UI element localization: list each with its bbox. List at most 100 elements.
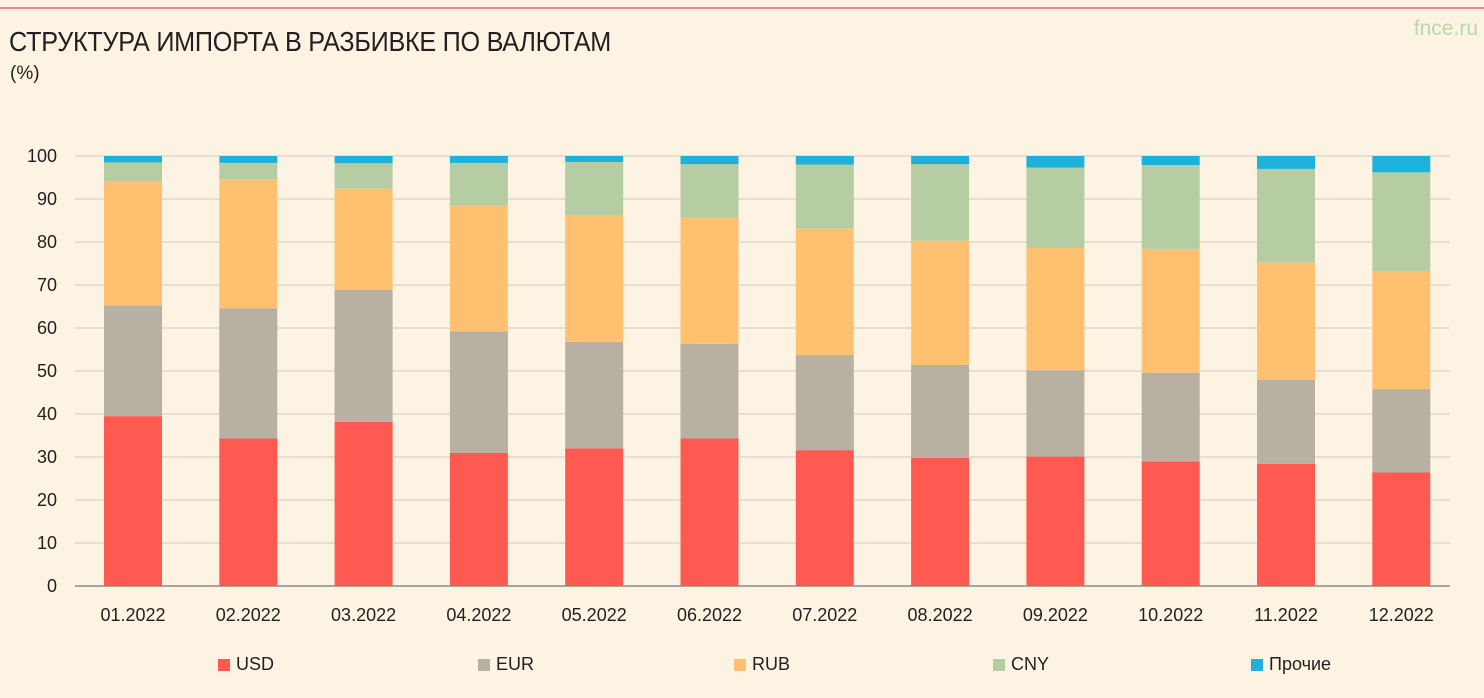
- bar-segment-rub: [1141, 248, 1200, 373]
- x-tick-label: 06.2022: [677, 605, 742, 625]
- bar-segment-rub: [219, 179, 278, 309]
- bar-segment-cny: [1141, 165, 1200, 249]
- legend-item-rub: RUB: [734, 654, 790, 675]
- bar-segment-cny: [219, 162, 278, 180]
- bar-segment-прочие: [1141, 156, 1200, 166]
- bar-segment-usd: [565, 448, 624, 586]
- bar-segment-rub: [795, 228, 854, 356]
- x-tick-label: 02.2022: [216, 605, 281, 625]
- y-tick-label: 100: [27, 146, 57, 166]
- bar-segment-прочие: [1372, 156, 1431, 173]
- bar-segment-eur: [1141, 372, 1200, 462]
- y-tick-label: 40: [37, 404, 57, 424]
- bar-segment-cny: [911, 164, 970, 241]
- bar-segment-usd: [1141, 461, 1200, 586]
- y-tick-label: 50: [37, 361, 57, 381]
- bar-segment-usd: [680, 438, 739, 586]
- legend-label: EUR: [496, 654, 535, 674]
- bar-segment-eur: [911, 364, 970, 458]
- x-tick-label: 10.2022: [1138, 605, 1203, 625]
- x-tick-label: 05.2022: [562, 605, 627, 625]
- chart-legend: USD EUR RUB CNY Прочие: [0, 654, 1484, 684]
- legend-swatch: [993, 658, 1005, 671]
- bar-segment-usd: [1026, 456, 1085, 586]
- bar-segment-прочие: [104, 156, 162, 163]
- bar-segment-rub: [449, 205, 508, 332]
- y-tick-label: 90: [37, 189, 57, 209]
- y-tick-label: 60: [37, 318, 57, 338]
- bar-segment-rub: [680, 217, 739, 344]
- bar-segment-прочие: [219, 156, 278, 163]
- legend-item-eur: EUR: [478, 654, 534, 675]
- legend-label: CNY: [1011, 654, 1050, 674]
- legend-label: Прочие: [1269, 654, 1332, 674]
- y-tick-label: 30: [37, 447, 57, 467]
- bar-segment-прочие: [1257, 156, 1315, 169]
- bar-segment-rub: [334, 188, 393, 290]
- bar-segment-usd: [911, 457, 970, 586]
- bar-segment-прочие: [795, 156, 854, 165]
- bar-segment-прочие: [449, 156, 508, 163]
- y-tick-label: 0: [47, 576, 57, 596]
- bar-segment-rub: [1026, 248, 1085, 371]
- bar-segment-eur: [680, 343, 739, 439]
- bar-segment-usd: [219, 438, 278, 586]
- legend-label: USD: [236, 654, 275, 674]
- x-tick-label: 01.2022: [100, 605, 165, 625]
- top-divider: [0, 7, 1484, 9]
- brand-watermark: fnce.ru: [1413, 17, 1478, 40]
- x-tick-label: 07.2022: [792, 605, 857, 625]
- y-tick-label: 80: [37, 232, 57, 252]
- bar-segment-usd: [334, 421, 393, 586]
- x-tick-label: 03.2022: [331, 605, 396, 625]
- bar-segment-rub: [104, 181, 162, 306]
- bar-segment-cny: [1026, 167, 1085, 249]
- x-tick-label: 09.2022: [1023, 605, 1088, 625]
- legend-item-cny: CNY: [993, 654, 1049, 675]
- bar-segment-usd: [1372, 472, 1431, 586]
- bar-segment-cny: [104, 162, 162, 182]
- bar-segment-cny: [1372, 172, 1431, 272]
- legend-item-прочие: Прочие: [1251, 654, 1331, 675]
- legend-swatch: [478, 658, 490, 671]
- bar-segment-cny: [449, 162, 508, 206]
- y-tick-label: 20: [37, 490, 57, 510]
- bar-segment-eur: [1026, 370, 1085, 457]
- x-tick-label: 11.2022: [1254, 605, 1318, 625]
- bar-segment-cny: [1257, 168, 1315, 263]
- bar-segment-rub: [1257, 262, 1315, 381]
- legend-swatch: [734, 658, 746, 671]
- legend-swatch: [1251, 658, 1263, 671]
- unit-label: (%): [10, 63, 40, 84]
- chart-title: СТРУКТУРА ИМПОРТА В РАЗБИВКЕ ПО ВАЛЮТАМ: [9, 26, 611, 57]
- bar-segment-eur: [219, 308, 278, 439]
- bar-segment-прочие: [565, 156, 624, 163]
- x-tick-label: 12.2022: [1369, 605, 1434, 625]
- bar-segment-eur: [334, 289, 393, 422]
- x-tick-label: 04.2022: [446, 605, 511, 625]
- bar-segment-cny: [565, 162, 624, 216]
- bar-segment-eur: [1372, 389, 1431, 473]
- legend-item-usd: USD: [218, 654, 274, 675]
- bar-segment-прочие: [334, 156, 393, 164]
- bar-segment-eur: [1257, 380, 1315, 464]
- bar-segment-прочие: [680, 156, 739, 165]
- bar-segment-eur: [449, 331, 508, 453]
- bar-segment-cny: [795, 164, 854, 229]
- bar-segment-cny: [680, 164, 739, 218]
- bar-segment-eur: [795, 355, 854, 451]
- y-tick-label: 10: [37, 533, 57, 553]
- bar-segment-usd: [104, 416, 162, 586]
- x-tick-label: 08.2022: [908, 605, 973, 625]
- bar-segment-usd: [795, 450, 854, 586]
- bar-segment-usd: [1257, 463, 1315, 586]
- bar-segment-прочие: [911, 156, 970, 165]
- bar-segment-rub: [1372, 271, 1431, 390]
- bar-segment-cny: [334, 163, 393, 189]
- bar-segment-usd: [449, 452, 508, 586]
- bar-segment-rub: [565, 215, 624, 342]
- bar-segment-eur: [104, 305, 162, 417]
- bar-segment-rub: [911, 240, 970, 365]
- bar-segment-eur: [565, 341, 624, 449]
